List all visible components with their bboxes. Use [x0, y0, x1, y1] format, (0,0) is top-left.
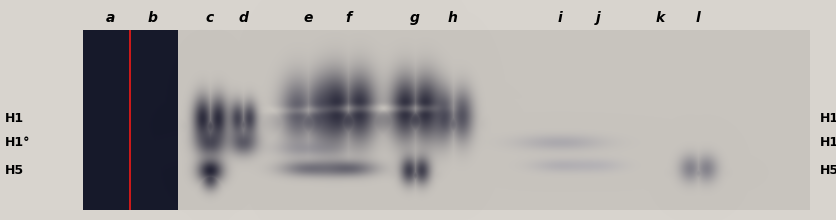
Text: H1: H1: [820, 112, 836, 125]
Text: H1: H1: [5, 112, 24, 125]
Text: i: i: [558, 11, 563, 25]
Text: H5: H5: [820, 163, 836, 176]
Text: a: a: [105, 11, 115, 25]
Text: k: k: [655, 11, 665, 25]
Text: H1°: H1°: [820, 136, 836, 149]
Text: H1°: H1°: [5, 136, 30, 149]
Text: b: b: [148, 11, 158, 25]
Text: f: f: [345, 11, 351, 25]
Text: H5: H5: [5, 163, 24, 176]
Text: j: j: [595, 11, 600, 25]
Text: d: d: [238, 11, 248, 25]
Text: h: h: [448, 11, 458, 25]
Text: c: c: [206, 11, 214, 25]
Text: e: e: [303, 11, 313, 25]
Text: l: l: [696, 11, 701, 25]
Text: g: g: [410, 11, 420, 25]
